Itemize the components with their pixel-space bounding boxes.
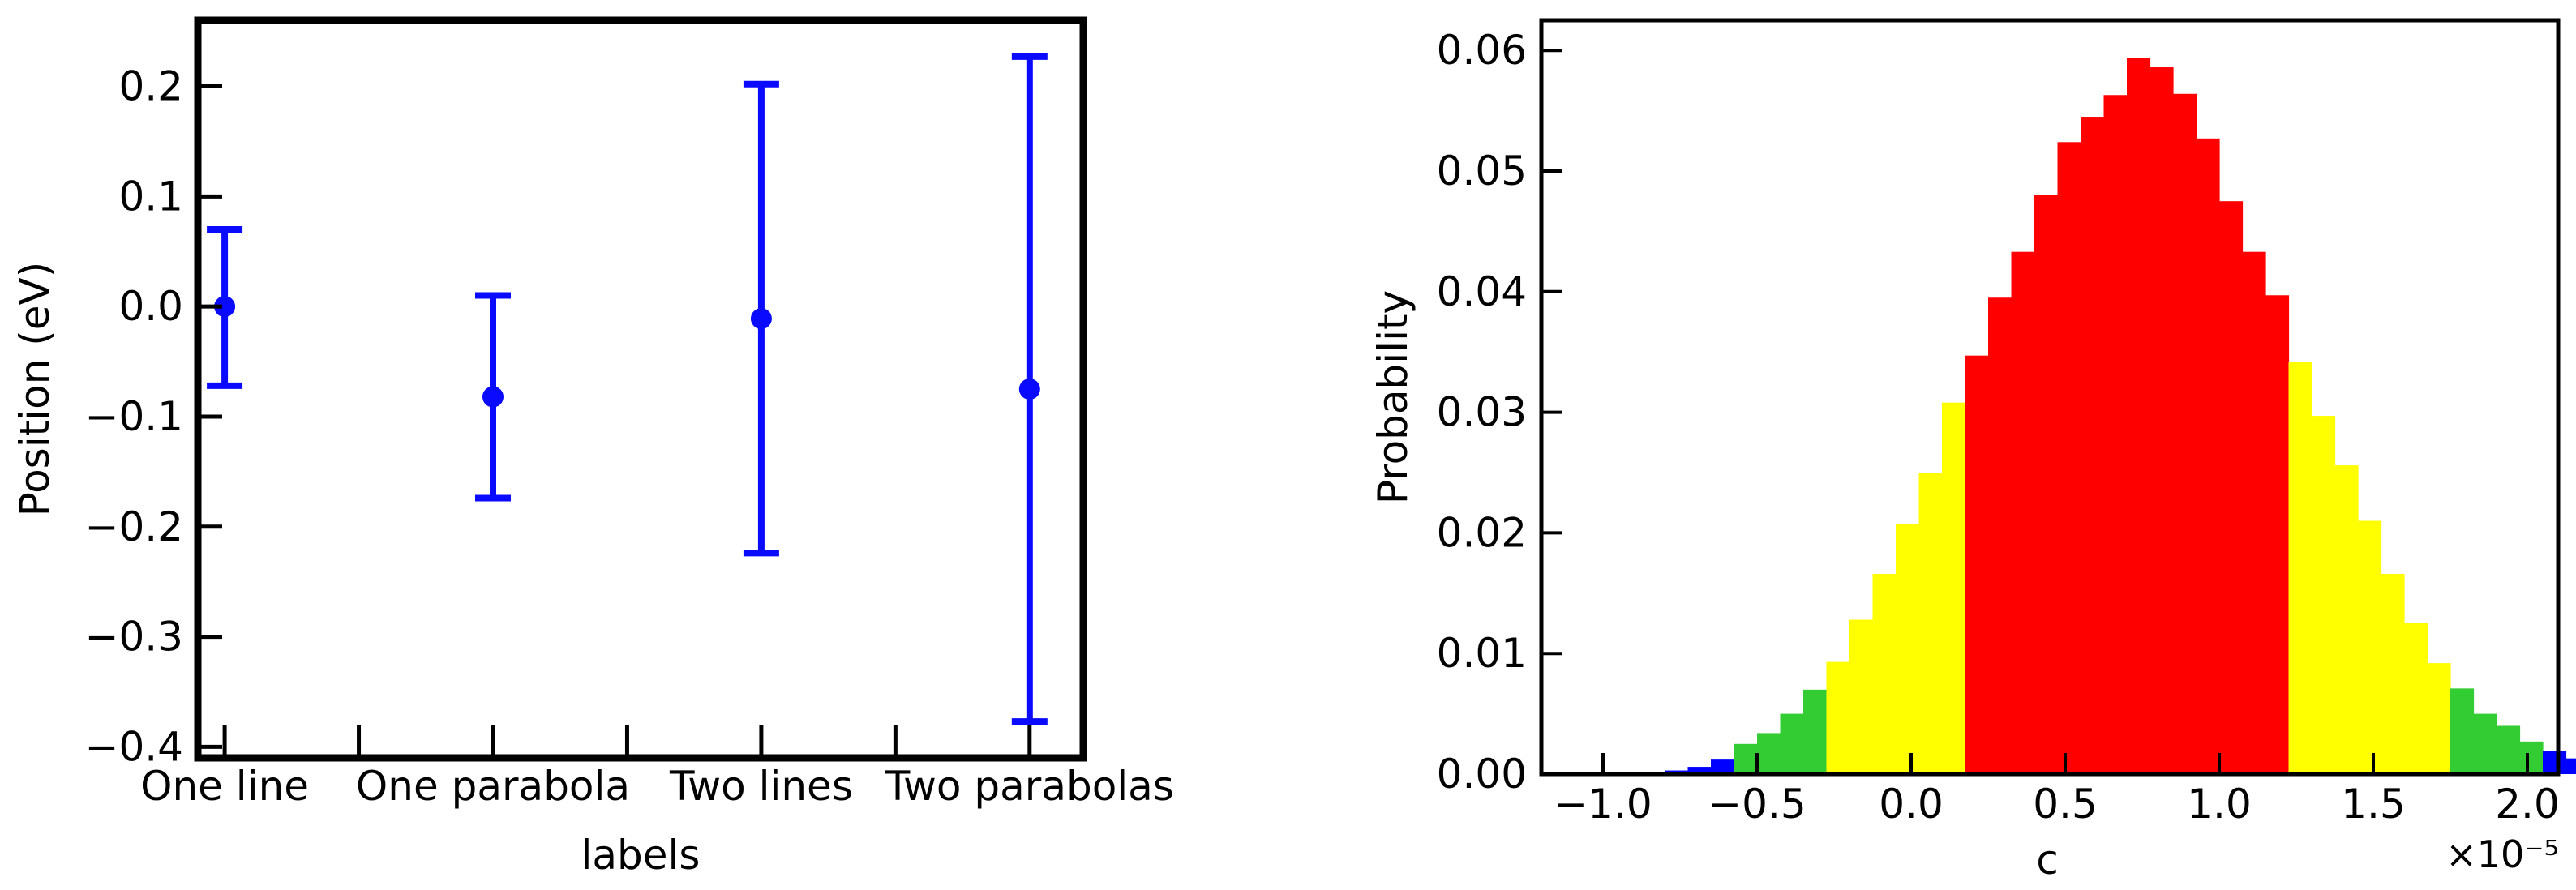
histogram-bar (2381, 573, 2405, 774)
right-y-tick-label: 0.06 (1437, 27, 1527, 74)
right-x-axis-label: c (2036, 837, 2059, 884)
histogram-bar (2358, 520, 2382, 774)
histogram-bar (2497, 725, 2521, 774)
histogram-bar (2011, 251, 2035, 774)
histogram-bar (1757, 733, 1781, 774)
errorbar-plot-area (207, 53, 1048, 725)
histogram-bar (2057, 142, 2081, 775)
right-x-tick-label: 0.5 (2033, 781, 2098, 828)
histogram-bar (1896, 524, 1920, 774)
right-x-tick-label: 1.5 (2341, 781, 2406, 828)
errorbar-marker (214, 296, 236, 318)
left-y-tick-label: −0.4 (85, 723, 183, 770)
histogram-bar (2127, 58, 2151, 775)
histogram-bar (2473, 713, 2497, 774)
right-y-tick-label: 0.04 (1437, 268, 1527, 315)
histogram-bar (1965, 355, 1989, 774)
histogram-panel: 0.00 0.01 0.02 0.03 0.04 0.05 0.06 −1.0 −0.5 0.0… (1369, 18, 2576, 884)
errorbar-marker (482, 386, 504, 408)
errorbar-point (1011, 53, 1048, 725)
histogram-bar (1711, 759, 1735, 774)
histogram-bar (2242, 251, 2266, 774)
histogram-bar (2565, 758, 2576, 774)
errorbar-marker (750, 308, 772, 330)
histogram-bar (2103, 95, 2128, 775)
left-x-tick-label: One parabola (356, 763, 630, 810)
histogram-bar (1734, 743, 1758, 774)
histogram-bar (2450, 688, 2475, 774)
right-x-tick-label: 0.0 (1879, 781, 1944, 828)
right-x-tick-label: −0.5 (1708, 781, 1806, 828)
histogram-bar (2219, 201, 2244, 774)
left-y-tick-label: 0.2 (118, 62, 183, 109)
right-x-ticks: −1.0 −0.5 0.0 0.5 1.0 1.5 2.0 (1554, 753, 2560, 828)
histogram-bar (1918, 473, 1943, 774)
right-y-tick-label: 0.03 (1437, 389, 1527, 436)
left-x-tick-label: Two parabolas (885, 763, 1174, 810)
histogram-bar (1942, 402, 1966, 774)
histogram-plot-area (1665, 58, 2576, 775)
left-y-tick-label: −0.1 (85, 393, 183, 440)
right-y-tick-label: 0.05 (1437, 148, 1527, 195)
right-x-tick-label: −1.0 (1554, 781, 1652, 828)
histogram-bar (1687, 767, 1712, 774)
histogram-bar (2312, 416, 2336, 774)
histogram-bar (2173, 93, 2197, 774)
histogram-bar (2427, 663, 2451, 774)
left-y-axis-label: Position (eV) (11, 262, 58, 517)
left-y-ticks: 0.2 0.1 0.0 −0.1 −0.2 −0.3 −0.4 (85, 62, 222, 770)
left-y-tick-label: 0.0 (118, 283, 183, 330)
histogram-bar (2543, 751, 2567, 774)
histogram-bar (2196, 138, 2220, 775)
errorbar-marker (1018, 379, 1040, 400)
left-y-tick-label: −0.3 (85, 614, 183, 661)
left-x-tick-label: One line (140, 763, 309, 810)
histogram-bar (2519, 741, 2544, 774)
histogram-bar (2081, 117, 2105, 775)
right-y-tick-label: 0.00 (1437, 751, 1527, 798)
histogram-bar (1988, 297, 2012, 774)
errorbar-panel: 0.2 0.1 0.0 −0.1 −0.2 −0.3 −0.4 One line One pa… (11, 16, 1174, 879)
left-x-tick-label: Two lines (669, 763, 853, 810)
left-y-tick-label: −0.2 (85, 503, 183, 550)
left-y-tick-label: 0.1 (118, 173, 183, 220)
right-y-tick-label: 0.02 (1437, 509, 1527, 556)
right-y-ticks: 0.00 0.01 0.02 0.03 0.04 0.05 0.06 (1437, 27, 1562, 798)
right-axes-frame (1539, 18, 2561, 777)
errorbar-point (743, 80, 779, 557)
histogram-bar (1826, 661, 1850, 774)
right-x-scale-label: ×10⁻⁵ (2445, 832, 2559, 876)
right-x-tick-label: 1.0 (2187, 781, 2252, 828)
histogram-bar (1849, 619, 1874, 774)
left-x-ticks: One line One parabola Two lines Two parabol… (140, 725, 1174, 810)
errorbar-point (207, 226, 243, 389)
histogram-bar (2265, 295, 2290, 774)
right-y-axis-label: Probability (1369, 290, 1417, 504)
histogram-bar (1872, 573, 1897, 774)
left-x-axis-label: labels (581, 832, 701, 879)
errorbar-point (475, 292, 511, 502)
right-x-tick-label: 2.0 (2495, 781, 2560, 828)
histogram-bar (1780, 713, 1804, 774)
right-y-tick-label: 0.01 (1437, 630, 1527, 677)
histogram-bar (2334, 465, 2359, 774)
histogram-bar (2404, 623, 2428, 774)
histogram-bar (2288, 362, 2312, 774)
histogram-bar (1803, 689, 1828, 774)
left-axes-frame (194, 16, 1087, 762)
histogram-bar (2150, 67, 2174, 775)
histogram-bar (2034, 195, 2059, 774)
